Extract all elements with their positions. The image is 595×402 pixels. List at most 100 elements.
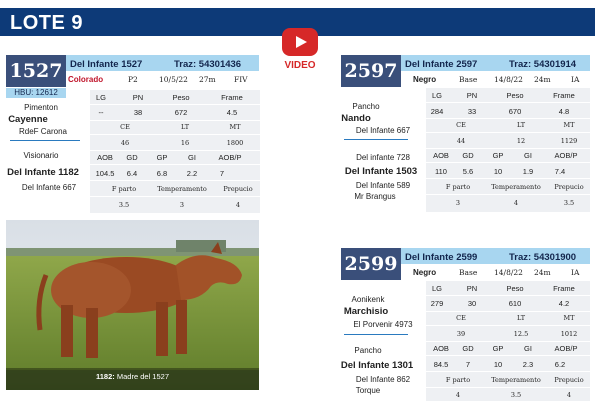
animal-id-badge: 2597 xyxy=(341,55,401,87)
pelaje-value: Base xyxy=(459,268,478,277)
traz-number: Traz: 54301900 xyxy=(509,252,577,263)
stat-value: 3.5 xyxy=(563,199,575,207)
play-icon xyxy=(282,28,318,56)
stat-value: 3.5 xyxy=(118,201,130,209)
card-1527-header: Del Infante 1527 Traz: 54301436 xyxy=(66,55,259,71)
stat-value: 38 xyxy=(133,108,143,117)
stat-label: MT xyxy=(563,121,575,129)
age-value: 24m xyxy=(534,268,551,277)
stat-label: LG xyxy=(431,284,442,293)
stat-value: 7 xyxy=(465,360,471,369)
stat-label: GD xyxy=(126,153,138,162)
stat-label: CE xyxy=(456,121,466,129)
stat-value: 4.8 xyxy=(558,107,570,116)
pelaje-value: Base xyxy=(459,75,478,84)
pedigree-sire-sire: Pimenton xyxy=(24,103,58,112)
stat-label: PN xyxy=(466,284,478,293)
dam-photo xyxy=(6,220,259,390)
stats-table: LG PN Peso Frame 284 33 670 4.8 CE LT MT… xyxy=(426,88,590,212)
stat-label: AOB xyxy=(97,153,113,162)
stat-value: 6.4 xyxy=(126,169,138,178)
pedigree-sire: Cayenne xyxy=(8,114,48,125)
photo-caption: 1182: Madre del 1527 xyxy=(6,372,259,381)
stat-label: GI xyxy=(524,344,532,353)
stat-value: 7 xyxy=(219,169,225,178)
hbu-badge: HBU: 12612 xyxy=(6,88,66,98)
pedigree-sire-sire: Pancho xyxy=(352,102,380,111)
stat-label: AOB/P xyxy=(554,344,578,353)
stat-value: 44 xyxy=(456,137,466,145)
stat-value: 4 xyxy=(566,391,572,399)
stat-value: 4 xyxy=(235,201,241,209)
pedigree-divider xyxy=(344,139,408,140)
stat-value: 610 xyxy=(508,299,522,308)
stat-label: LT xyxy=(180,123,190,131)
stat-label: Temperamento xyxy=(491,183,541,191)
stat-value: 6.8 xyxy=(156,169,168,178)
stat-value: 1.9 xyxy=(522,167,534,176)
pedigree-dam: Del Infante 1301 xyxy=(340,360,414,371)
stat-value: 46 xyxy=(120,139,130,147)
pedigree-divider xyxy=(10,140,80,141)
stat-value: 84.5 xyxy=(433,360,449,369)
animal-name: Del Infante 1527 xyxy=(70,59,143,70)
stat-value: 4 xyxy=(513,199,519,207)
video-button[interactable]: VIDEO xyxy=(278,28,322,76)
stat-label: Prepucio xyxy=(554,183,584,191)
stat-value: 1129 xyxy=(560,137,578,145)
coat-color: Negro xyxy=(413,268,437,277)
traz-number: Traz: 54301914 xyxy=(509,59,577,70)
stat-value: 4.2 xyxy=(558,299,570,308)
stat-value: 16 xyxy=(180,139,190,147)
origin-type: IA xyxy=(571,268,580,277)
animal-attributes: Colorado P2 10/5/22 27m FIV xyxy=(66,75,259,85)
origin-type: FIV xyxy=(234,75,248,84)
pedigree-divider xyxy=(344,334,408,335)
stats-table: LG PN Peso Frame -- 38 672 4.5 CE LT MT … xyxy=(90,90,260,213)
animal-id-badge: 1527 xyxy=(6,55,66,87)
stat-label: Peso xyxy=(172,93,190,102)
stat-value: 1800 xyxy=(226,139,244,147)
coat-color: Colorado xyxy=(68,75,104,84)
stat-label: CE xyxy=(456,314,466,322)
stat-label: AOB/P xyxy=(218,153,242,162)
stat-label: Prepucio xyxy=(554,376,584,384)
video-label: VIDEO xyxy=(284,60,316,71)
animal-name: Del Infante 2597 xyxy=(405,59,478,70)
pedigree-sire: Nando xyxy=(341,113,371,124)
stat-value: 7.4 xyxy=(554,167,566,176)
stat-value: 2.2 xyxy=(186,169,198,178)
stat-label: GP xyxy=(156,153,168,162)
stat-label: Temperamento xyxy=(491,376,541,384)
lot-title: LOTE 9 xyxy=(10,12,84,34)
pedigree-dam-dam: Del Infante 667 xyxy=(21,183,77,192)
animal-name: Del Infante 2599 xyxy=(405,252,478,263)
stat-label: Frame xyxy=(221,93,243,102)
traz-number: Traz: 54301436 xyxy=(174,59,242,70)
pedigree-dam: Del Infante 1182 xyxy=(7,167,79,178)
birth-date: 14/8/22 xyxy=(494,75,523,84)
pedigree-dam: Del Infante 1503 xyxy=(344,166,418,177)
animal-id-badge: 2599 xyxy=(341,248,401,280)
stat-value: 4.5 xyxy=(226,108,238,117)
pedigree-dam-sire: Pancho xyxy=(354,346,382,355)
pedigree-sire-sire: Aonikenk xyxy=(351,295,385,304)
pedigree-dam-dam-2: Torque xyxy=(355,386,381,395)
card-2599-header: Del Infante 2599 Traz: 54301900 xyxy=(401,248,590,264)
stat-value: 10 xyxy=(493,360,503,369)
stat-label: AOB xyxy=(433,344,449,353)
stat-value: 5.6 xyxy=(462,167,474,176)
stat-value: 279 xyxy=(430,299,444,308)
stat-value: -- xyxy=(98,108,104,117)
stat-value: 3 xyxy=(455,199,461,207)
caption-text: Madre del 1527 xyxy=(114,372,169,381)
stat-label: Peso xyxy=(506,284,524,293)
stat-label: Frame xyxy=(553,284,575,293)
stat-value: 10 xyxy=(493,167,503,176)
stat-label: Prepucio xyxy=(223,185,253,193)
stat-value: 30 xyxy=(467,299,477,308)
stat-label: AOB xyxy=(433,151,449,160)
origin-type: IA xyxy=(571,75,580,84)
stat-label: GI xyxy=(188,153,196,162)
age-value: 27m xyxy=(199,75,216,84)
